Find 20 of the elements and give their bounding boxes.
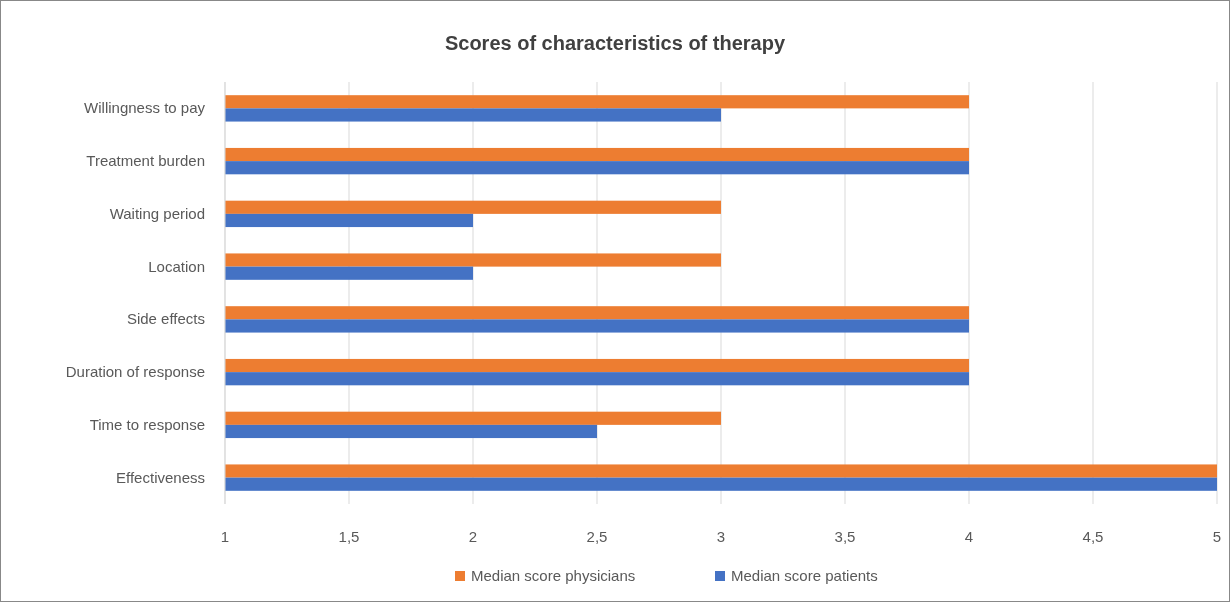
y-tick-label: Treatment burden [86,152,205,170]
x-tick-label: 5 [1212,528,1222,545]
x-tick-label: 2 [468,528,478,545]
y-tick-label: Willingness to pay [84,99,206,117]
y-tick-label: Time to response [89,415,205,433]
legend-label: Median score physicians [471,567,636,584]
x-tick-label: 3,5 [834,528,856,545]
x-tick-label: 2,5 [586,528,608,545]
y-tick-label: Duration of response [65,363,205,381]
x-tick-label: 1 [220,528,230,545]
x-tick-label: 1,5 [338,528,360,545]
chart-title: Scores of characteristics of therapy [444,32,786,54]
x-tick-label: 3 [716,528,726,545]
y-tick-label: Side effects [126,310,205,328]
y-tick-label: Effectiveness [116,468,205,486]
x-tick-label: 4 [964,528,974,545]
legend-label: Median score patients [731,567,878,584]
x-tick-label: 4,5 [1082,528,1104,545]
y-tick-label: Location [148,257,205,275]
y-tick-label: Waiting period [109,204,205,222]
